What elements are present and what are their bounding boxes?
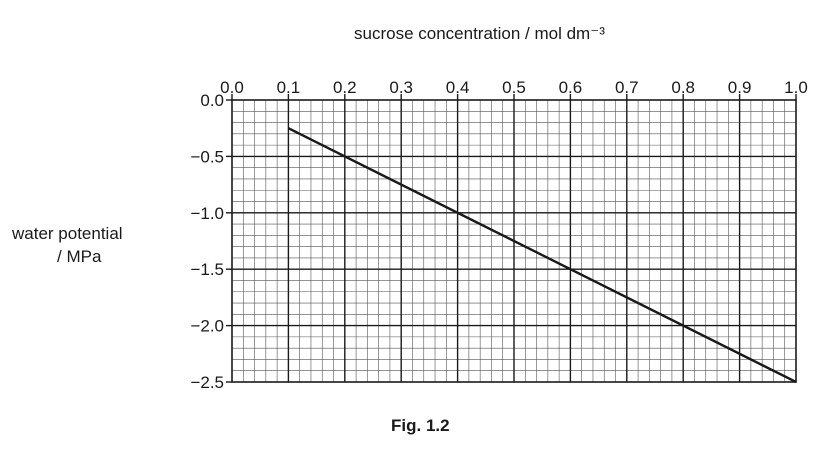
x-tick-label: 0.7 [615, 78, 639, 97]
y-axis-ticks: 0.0 −0.5 −1.0 −1.5 −2.0 −2.5 [190, 91, 232, 392]
x-axis-label: sucrose concentration / mol dm⁻³ [354, 24, 605, 43]
y-tick-label: −0.5 [190, 147, 224, 166]
x-tick-label: 0.1 [277, 78, 301, 97]
y-axis-label-line-1: water potential [12, 224, 123, 243]
y-tick-label: 0.0 [200, 91, 224, 110]
x-axis-ticks: 0.0 0.1 0.2 0.3 0.4 0.5 0.6 0.7 0.8 0.9 1.0 [220, 78, 808, 100]
water-potential-line [287, 127, 797, 384]
y-axis-label-line-2: / MPa [57, 247, 102, 266]
y-tick-label: −1.0 [190, 204, 224, 223]
x-tick-label: 0.4 [446, 78, 470, 97]
x-tick-label: 1.0 [784, 78, 808, 97]
major-gridlines [232, 100, 796, 382]
x-tick-label: 0.5 [502, 78, 526, 97]
figure-caption: Fig. 1.2 [391, 416, 450, 435]
x-tick-label: 0.2 [333, 78, 357, 97]
y-tick-label: −2.5 [190, 373, 224, 392]
x-tick-label: 0.9 [728, 78, 752, 97]
y-tick-label: −1.5 [190, 260, 224, 279]
x-tick-label: 0.3 [389, 78, 413, 97]
x-tick-label: 0.6 [559, 78, 583, 97]
x-tick-label: 0.8 [671, 78, 695, 97]
y-tick-label: −2.0 [190, 317, 224, 336]
x-tick-label: 0.0 [220, 78, 244, 97]
data-series [287, 127, 797, 384]
